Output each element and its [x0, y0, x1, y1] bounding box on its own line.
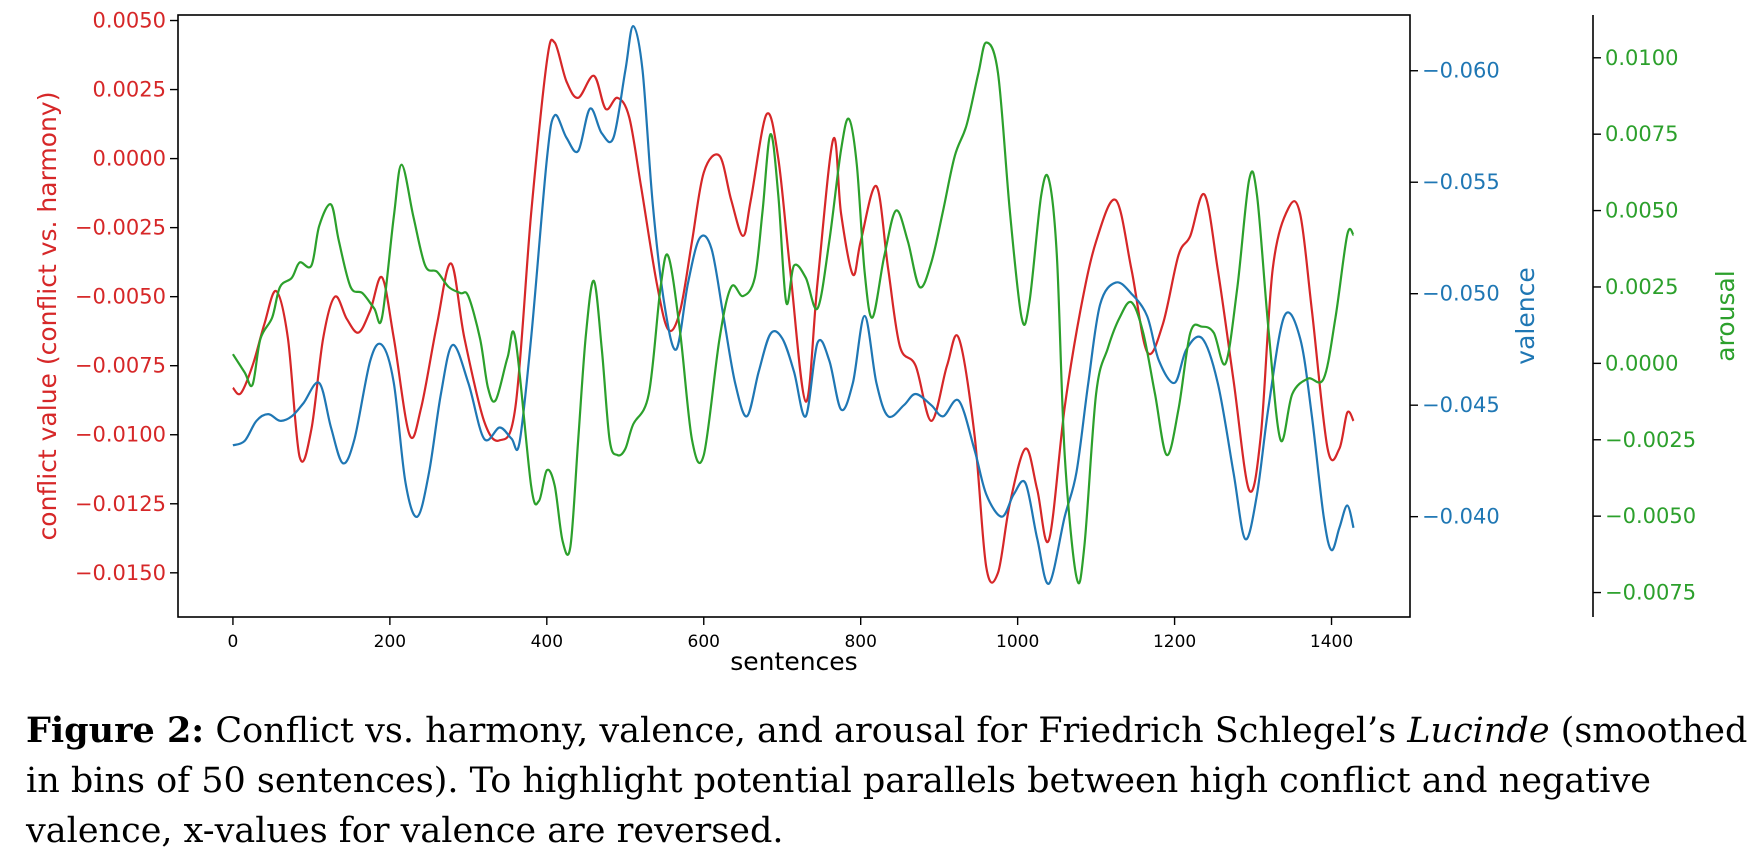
arousal-series-line: [231, 41, 1355, 585]
conflict-tick-label: 0.0025: [93, 78, 166, 102]
valence-tick-label: −0.060: [1422, 59, 1500, 83]
conflict-tick-label: 0.0000: [93, 147, 166, 171]
arousal-tick-label: 0.0000: [1605, 351, 1678, 375]
x-tick-label: 1200: [1153, 632, 1196, 652]
figure-caption: Figure 2: Conflict vs. harmony, valence,…: [26, 706, 1756, 856]
conflict-axis-label: conflict value (conflict vs. harmony): [33, 92, 62, 541]
axes-layer: 0 200 400 600 800 1000 1200 1400 0.0050 0.0025 0.0…: [75, 9, 1696, 652]
arousal-tick-label: 0.0025: [1605, 275, 1678, 299]
x-tick-label: 1400: [1310, 632, 1353, 652]
arousal-tick-label: −0.0050: [1605, 504, 1696, 528]
conflict-tick-label: −0.0075: [75, 354, 166, 378]
valence-tick-label: −0.050: [1422, 282, 1500, 306]
conflict-tick-label: −0.0100: [75, 423, 166, 447]
series-layer: [231, 25, 1355, 585]
conflict-tick-label: −0.0125: [75, 492, 166, 516]
conflict-tick-label: −0.0050: [75, 285, 166, 309]
plot-frame: [177, 14, 1411, 618]
conflict-series-line: [232, 38, 1355, 584]
line-chart: 0 200 400 600 800 1000 1200 1400 0.0050 0.0025 0.0…: [33, 9, 1740, 676]
x-tick-label: 800: [844, 632, 876, 652]
conflict-tick-label: 0.0050: [93, 9, 166, 33]
arousal-tick-label: 0.0075: [1605, 122, 1678, 146]
caption-italic-title: Lucinde: [1407, 711, 1550, 751]
arousal-axis-label: arousal: [1711, 270, 1740, 361]
valence-axis-label: valence: [1511, 267, 1540, 364]
caption-text-after: (smoothed in bins of 50 sentences). To h…: [26, 711, 1748, 851]
x-axis-label: sentences: [730, 647, 857, 676]
x-tick-label: 600: [688, 632, 720, 652]
arousal-tick-label: −0.0025: [1605, 428, 1696, 452]
valence-series-line: [232, 25, 1355, 585]
valence-tick-label: −0.055: [1422, 170, 1500, 194]
x-tick-label: 1000: [996, 632, 1039, 652]
x-tick-label: 200: [374, 632, 406, 652]
arousal-tick-label: 0.0100: [1605, 46, 1678, 70]
valence-tick-label: −0.040: [1422, 505, 1500, 529]
caption-text-before: Conflict vs. harmony, valence, and arous…: [204, 711, 1408, 751]
caption-label: Figure 2:: [26, 710, 205, 751]
arousal-tick-label: 0.0050: [1605, 199, 1678, 223]
conflict-tick-label: −0.0025: [75, 216, 166, 240]
x-tick-label: 400: [531, 632, 563, 652]
x-tick-label: 0: [228, 632, 239, 652]
conflict-tick-label: −0.0150: [75, 561, 166, 585]
arousal-tick-label: −0.0075: [1605, 581, 1696, 605]
valence-tick-label: −0.045: [1422, 393, 1500, 417]
